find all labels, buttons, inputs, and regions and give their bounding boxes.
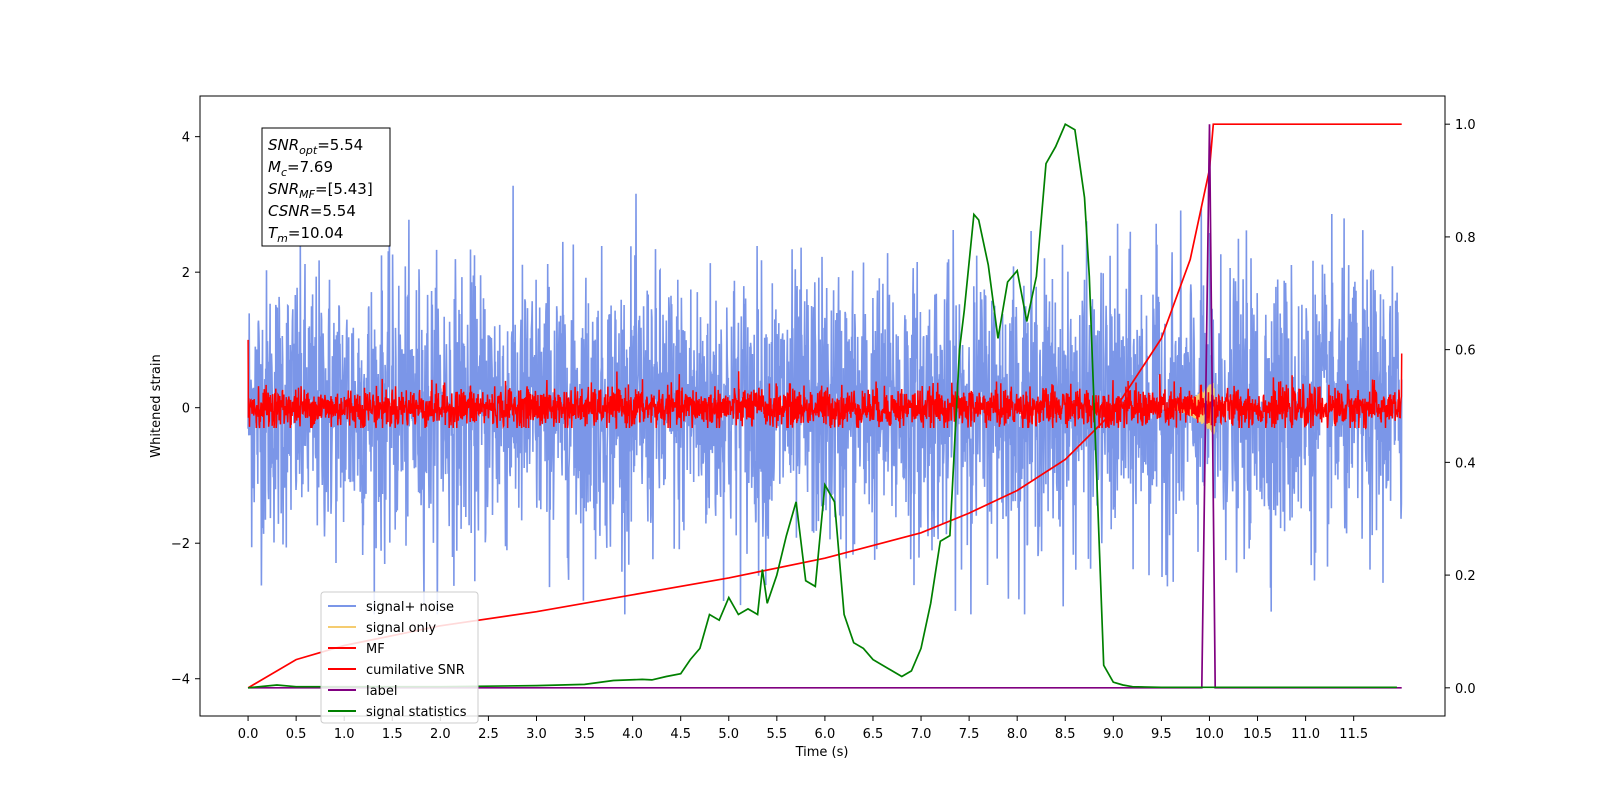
x-tick-label: 0.0 [238,727,259,742]
x-tick-label: 0.5 [286,727,307,742]
info-line: CSNR=5.54 [268,202,356,220]
x-tick-label: 7.0 [911,727,932,742]
y-right-tick-label: 0.8 [1455,231,1476,246]
y-right-tick-label: 1.0 [1455,118,1476,133]
legend-label: label [366,684,397,699]
series-signal-statistics [248,122,1397,689]
x-tick-label: 3.0 [526,727,547,742]
series-signal-noise [247,185,1403,615]
series-mf [247,339,1403,430]
legend-label: signal only [366,621,436,636]
legend-label: signal+ noise [366,600,454,615]
x-tick-label: 5.0 [718,727,739,742]
y-right-tick-label: 0.2 [1455,569,1476,584]
y-right-tick-label: 0.4 [1455,456,1476,471]
legend-label: cumilative SNR [366,663,465,678]
x-axis-label: Time (s) [795,745,849,760]
y-right-tick-label: 0.0 [1455,682,1476,697]
x-tick-label: 8.5 [1055,727,1076,742]
y-right-tick-label: 0.6 [1455,344,1476,359]
x-tick-label: 3.5 [574,727,595,742]
legend-frame [320,591,479,724]
y-left-tick-label: −2 [171,537,190,552]
info-line: Mc=7.69 [268,158,333,179]
y-left-tick-label: 0 [182,402,190,417]
x-tick-label: 7.5 [959,727,980,742]
y-left-tick-label: −4 [171,673,190,688]
y-left-tick-label: 4 [182,131,190,146]
y-left-tick-label: 2 [182,266,190,281]
legend-label: signal statistics [366,705,467,720]
info-line: Tm=10.04 [268,224,343,245]
x-tick-label: 2.5 [478,727,499,742]
x-tick-label: 11.0 [1291,727,1320,742]
x-tick-label: 9.0 [1103,727,1124,742]
plot-frame [199,95,1446,717]
info-line: SNRopt=5.54 [268,136,363,157]
x-tick-label: 4.5 [670,727,691,742]
x-tick-label: 11.5 [1339,727,1368,742]
x-axis: 0.0 0.5 1.0 1.5 2.0 2.5 3.0 3.5 4.0 4.5 5.0 5.5 6.0 6… [238,716,1368,742]
info-box-frame [261,127,391,247]
y-axis-left: 4 2 0 −2 −4 [171,131,200,688]
x-tick-label: 2.0 [430,727,451,742]
x-tick-label: 5.5 [766,727,787,742]
legend: signal+ noise signal only MF cumilative SNR… [320,591,479,724]
x-tick-label: 10.0 [1195,727,1224,742]
x-tick-label: 1.0 [334,727,355,742]
x-tick-label: 6.0 [815,727,836,742]
x-tick-label: 8.0 [1007,727,1028,742]
x-tick-label: 9.5 [1151,727,1172,742]
y-axis-right: 1.0 0.8 0.6 0.4 0.2 0.0 [1445,118,1476,697]
legend-label: MF [366,642,385,657]
x-tick-label: 6.5 [863,727,884,742]
x-tick-label: 1.5 [382,727,403,742]
info-line: SNRMF=[5.43] [268,180,373,201]
x-tick-label: 10.5 [1243,727,1272,742]
x-tick-label: 4.0 [622,727,643,742]
y-axis-label: Whitened strain [149,354,164,457]
